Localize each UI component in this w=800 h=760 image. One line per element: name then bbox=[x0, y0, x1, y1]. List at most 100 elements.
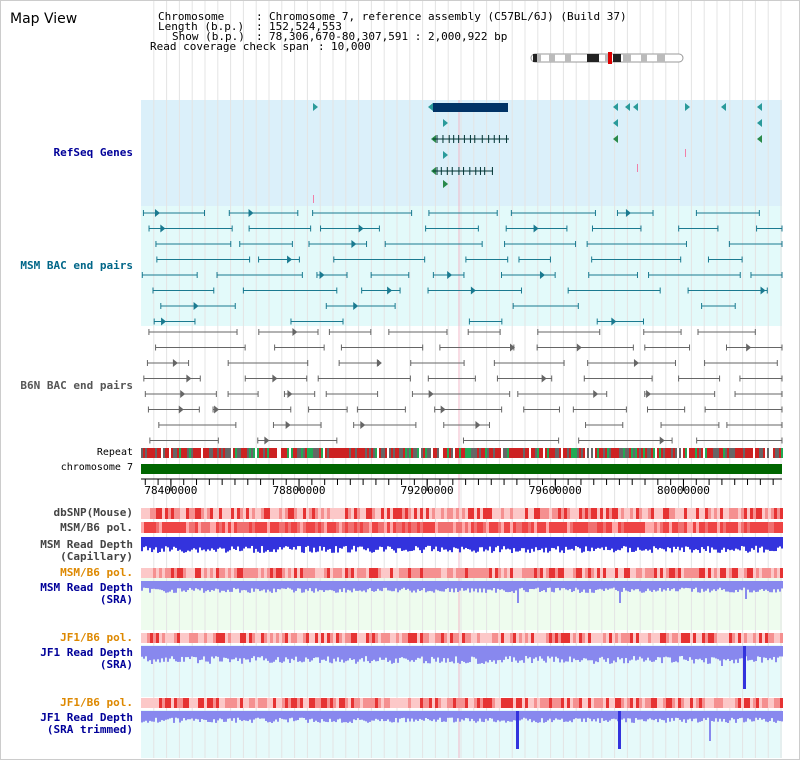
repeat-element bbox=[283, 448, 285, 458]
gene-arrow bbox=[613, 119, 618, 127]
jf1-trim-depth-bar bbox=[323, 711, 325, 722]
msm-sra-depth-bar bbox=[213, 581, 215, 591]
msm-cap-depth-bar bbox=[185, 537, 187, 553]
jf1-pol2-cell bbox=[303, 698, 306, 708]
track-label-jf1-depth-trim[interactable]: JF1 Read Depth bbox=[40, 711, 133, 724]
repeat-element bbox=[167, 448, 169, 458]
jf1-pol-cell bbox=[723, 633, 726, 643]
jf1-sra-depth-bar bbox=[547, 646, 549, 657]
gene-arrow bbox=[443, 180, 448, 188]
track-label-jf1-pol[interactable]: JF1/B6 pol. bbox=[60, 631, 133, 644]
msm-sra-depth-bar bbox=[241, 581, 243, 591]
repeat-element bbox=[561, 448, 563, 458]
jf1-pol-cell bbox=[333, 633, 336, 643]
length-sep: : bbox=[256, 20, 263, 33]
msm-cap-depth-bar bbox=[429, 537, 431, 546]
repeat-element bbox=[461, 448, 463, 458]
msm-sra-depth-bar bbox=[239, 581, 241, 593]
msm-pol-cell bbox=[561, 522, 564, 533]
repeat-element bbox=[709, 448, 711, 458]
msm-pol-cell bbox=[168, 522, 171, 533]
track-label-jf1-pol-2[interactable]: JF1/B6 pol. bbox=[60, 696, 133, 709]
jf1-sra-depth-bar bbox=[481, 646, 483, 664]
dbsnp-cell bbox=[312, 508, 315, 519]
repeat-element bbox=[581, 448, 583, 458]
jf1-sra-depth-bar bbox=[451, 646, 453, 662]
jf1-trim-depth-bar bbox=[337, 711, 339, 720]
msm-pol-cell bbox=[621, 522, 624, 533]
msm-cap-depth-bar bbox=[711, 537, 713, 548]
track-label-b6n-bac[interactable]: B6N BAC end pairs bbox=[20, 379, 133, 392]
jf1-sra-depth-bar bbox=[163, 646, 165, 662]
jf1-sra-depth-bar bbox=[559, 646, 561, 663]
jf1-trim-depth-bar bbox=[473, 711, 475, 721]
dbsnp-cell bbox=[615, 508, 618, 519]
dbsnp-cell bbox=[216, 508, 219, 519]
repeat-element bbox=[771, 448, 773, 458]
track-label-msm-bac[interactable]: MSM BAC end pairs bbox=[20, 259, 133, 272]
repeat-element bbox=[685, 448, 687, 458]
track-label-jf1-depth-sra[interactable]: JF1 Read Depth bbox=[40, 646, 133, 659]
msm-pol-cell bbox=[684, 522, 687, 533]
msm-cap-depth-bar bbox=[485, 537, 487, 550]
dbsnp-cell bbox=[768, 508, 771, 519]
jf1-sra-depth-bar bbox=[439, 646, 441, 663]
axis-tick-label: 80000000 bbox=[656, 484, 710, 497]
msm-pol2-cell bbox=[534, 568, 537, 578]
track-label-msm-depth-cap[interactable]: MSM Read Depth bbox=[40, 538, 133, 551]
jf1-sra-depth-bar bbox=[769, 646, 771, 659]
msm-sra-depth-bar bbox=[293, 581, 295, 593]
msm-pol-cell bbox=[747, 522, 750, 533]
msm-cap-depth-bar bbox=[601, 537, 603, 548]
jf1-sra-depth-bar bbox=[181, 646, 183, 657]
msm-sra-depth-bar bbox=[647, 581, 649, 589]
jf1-sra-depth-bar bbox=[467, 646, 469, 663]
jf1-pol-cell bbox=[552, 633, 555, 643]
jf1-trim-depth-bar bbox=[467, 711, 469, 719]
track-label-msm-depth-sra[interactable]: MSM Read Depth bbox=[40, 581, 133, 594]
axis-tick-label: 78800000 bbox=[272, 484, 326, 497]
repeat-element bbox=[761, 448, 763, 458]
repeat-element bbox=[195, 448, 197, 458]
dbsnp-cell bbox=[420, 508, 423, 519]
jf1-sra-depth-bar bbox=[373, 646, 375, 660]
msm-sra-depth-bar bbox=[567, 581, 569, 591]
msm-cap-depth-bar bbox=[725, 537, 727, 552]
jf1-pol-cell bbox=[675, 633, 678, 643]
jf1-pol-cell bbox=[396, 633, 399, 643]
jf1-trim-depth-bar bbox=[591, 711, 593, 722]
jf1-trim-depth-bar bbox=[569, 711, 571, 721]
jf1-sra-depth-bar bbox=[155, 646, 157, 662]
jf1-trim-depth-bar bbox=[523, 711, 525, 718]
repeat-element bbox=[603, 448, 605, 458]
msm-pol-cell bbox=[576, 522, 579, 533]
msm-pol2-cell bbox=[426, 568, 429, 578]
jf1-trim-depth-bar bbox=[573, 711, 575, 720]
b6n-bac-pair-arrow bbox=[509, 343, 515, 352]
jf1-sra-depth-bar bbox=[443, 646, 445, 659]
jf1-sra-depth-bar bbox=[259, 646, 261, 658]
msm-pol-cell bbox=[480, 522, 483, 533]
track-label-msm-pol[interactable]: MSM/B6 pol. bbox=[60, 521, 133, 534]
msm-pol2-cell bbox=[183, 568, 186, 578]
track-label-msm-depth-cap-sub: (Capillary) bbox=[60, 550, 133, 563]
jf1-sra-depth-bar bbox=[269, 646, 271, 663]
repeat-element bbox=[661, 448, 663, 458]
track-label-refseq[interactable]: RefSeq Genes bbox=[53, 146, 133, 159]
msm-sra-depth-bar bbox=[709, 581, 711, 593]
repeat-element bbox=[453, 448, 455, 458]
dbsnp-cell bbox=[708, 508, 711, 519]
msm-cap-depth-bar bbox=[639, 537, 641, 550]
dbsnp-cell bbox=[162, 508, 165, 519]
jf1-sra-depth-bar bbox=[161, 646, 163, 659]
jf1-pol-cell bbox=[624, 633, 627, 643]
jf1-trim-depth-bar bbox=[637, 711, 639, 720]
jf1-trim-depth-bar bbox=[725, 711, 727, 723]
track-label-dbsnp[interactable]: dbSNP(Mouse) bbox=[53, 506, 133, 519]
track-label-msm-pol-2[interactable]: MSM/B6 pol. bbox=[60, 566, 133, 579]
dbsnp-cell bbox=[414, 508, 417, 519]
track-label-repeat[interactable]: Repeat bbox=[96, 447, 133, 458]
jf1-trim-depth-bar bbox=[401, 711, 403, 719]
msm-cap-depth-bar bbox=[273, 537, 275, 550]
